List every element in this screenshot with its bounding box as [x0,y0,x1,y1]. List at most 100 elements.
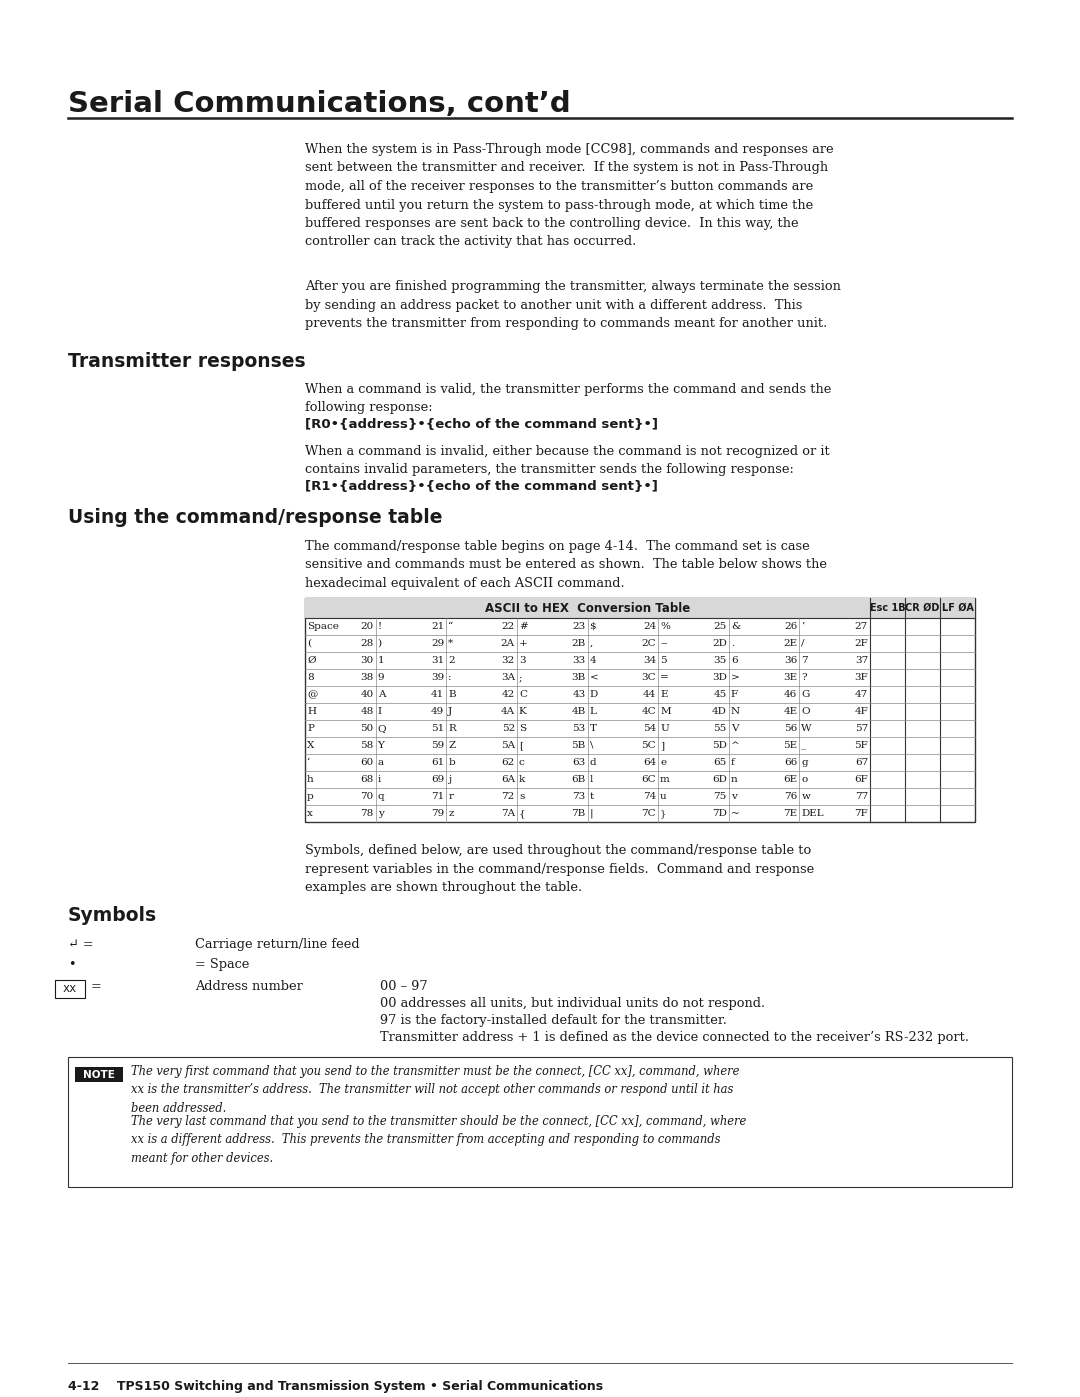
Text: v: v [731,792,737,800]
Text: 62: 62 [501,759,515,767]
Text: 5C: 5C [642,740,657,750]
Text: 23: 23 [572,622,585,631]
Text: M: M [660,707,671,717]
Text: g: g [801,759,808,767]
Text: 31: 31 [431,657,444,665]
Text: 76: 76 [784,792,797,800]
Text: 8: 8 [307,673,313,682]
Text: 4A: 4A [501,707,515,717]
Text: 69: 69 [431,775,444,784]
Text: P: P [307,724,314,733]
Text: 70: 70 [361,792,374,800]
Text: 46: 46 [784,690,797,698]
Text: 6F: 6F [854,775,868,784]
Text: 3C: 3C [642,673,657,682]
Text: 61: 61 [431,759,444,767]
Text: q: q [378,792,384,800]
Text: Esc 1B: Esc 1B [869,604,905,613]
Text: 44: 44 [643,690,657,698]
Text: ‘: ‘ [307,759,310,767]
Text: 4E: 4E [783,707,797,717]
Text: After you are finished programming the transmitter, always terminate the session: After you are finished programming the t… [305,279,841,330]
Text: NOTE: NOTE [83,1070,114,1080]
Text: T: T [590,724,596,733]
Text: ): ) [378,638,381,648]
Text: 71: 71 [431,792,444,800]
Text: Address number: Address number [195,981,302,993]
Text: 6: 6 [731,657,738,665]
Text: 63: 63 [572,759,585,767]
Text: i: i [378,775,381,784]
Text: k: k [518,775,525,784]
Text: p: p [307,792,314,800]
Text: z: z [448,809,454,819]
Text: 5D: 5D [712,740,727,750]
Text: L: L [590,707,596,717]
Text: 66: 66 [784,759,797,767]
Text: Using the command/response table: Using the command/response table [68,509,443,527]
Text: 38: 38 [361,673,374,682]
Text: 78: 78 [361,809,374,819]
Text: 51: 51 [431,724,444,733]
Text: 47: 47 [854,690,868,698]
Text: |: | [590,809,593,819]
Bar [68,1058,1012,1187]
Text: ‒: ‒ [660,638,666,648]
Text: [: [ [518,740,523,750]
Text: /: / [801,638,805,648]
Text: r: r [448,792,454,800]
Text: W: W [801,724,812,733]
Text: xx: xx [63,982,77,996]
Text: ASCII to HEX  Conversion Table: ASCII to HEX Conversion Table [485,602,690,615]
Text: 7B: 7B [571,809,585,819]
Bar [75,1067,123,1083]
Text: 22: 22 [501,622,515,631]
Text: Serial Communications, cont’d: Serial Communications, cont’d [68,89,570,117]
Text: 42: 42 [501,690,515,698]
Bar [55,981,85,997]
Text: ,: , [590,638,593,648]
Text: f: f [731,759,734,767]
Text: 2B: 2B [571,638,585,648]
Text: (: ( [307,638,311,648]
Text: 6E: 6E [783,775,797,784]
Text: 74: 74 [643,792,657,800]
Text: 52: 52 [501,724,515,733]
Text: [R0•{address}•{echo of the command sent}•]: [R0•{address}•{echo of the command sent}… [305,418,658,432]
Text: :: : [448,673,451,682]
Text: c: c [518,759,525,767]
Text: 7: 7 [801,657,808,665]
Text: 53: 53 [572,724,585,733]
Text: 4F: 4F [854,707,868,717]
Text: 7D: 7D [712,809,727,819]
Text: 56: 56 [784,724,797,733]
Text: n: n [731,775,738,784]
Text: 7A: 7A [501,809,515,819]
Text: 2F: 2F [854,638,868,648]
Text: •: • [68,958,76,971]
Text: 64: 64 [643,759,657,767]
Text: b: b [448,759,455,767]
Text: 2: 2 [448,657,455,665]
Text: *: * [448,638,454,648]
Text: 37: 37 [854,657,868,665]
Text: The very first command that you send to the transmitter must be the connect, [CC: The very first command that you send to … [131,1065,740,1115]
Text: Transmitter address + 1 is defined as the device connected to the receiver’s RS-: Transmitter address + 1 is defined as th… [380,1031,969,1044]
Text: y: y [378,809,383,819]
Text: 77: 77 [854,792,868,800]
Text: 97 is the factory-installed default for the transmitter.: 97 is the factory-installed default for … [380,1014,727,1027]
Text: 50: 50 [361,724,374,733]
Text: [R1•{address}•{echo of the command sent}•]: [R1•{address}•{echo of the command sent}… [305,481,658,493]
Text: 00 addresses all units, but individual units do not respond.: 00 addresses all units, but individual u… [380,997,765,1010]
Text: s: s [518,792,524,800]
Text: 68: 68 [361,775,374,784]
Text: 21: 21 [431,622,444,631]
Text: 36: 36 [784,657,797,665]
Text: Transmitter responses: Transmitter responses [68,352,306,372]
Text: 43: 43 [572,690,585,698]
Text: 5A: 5A [501,740,515,750]
Text: j: j [448,775,451,784]
Text: ^: ^ [731,740,740,750]
Text: 6C: 6C [642,775,657,784]
Text: U: U [660,724,669,733]
